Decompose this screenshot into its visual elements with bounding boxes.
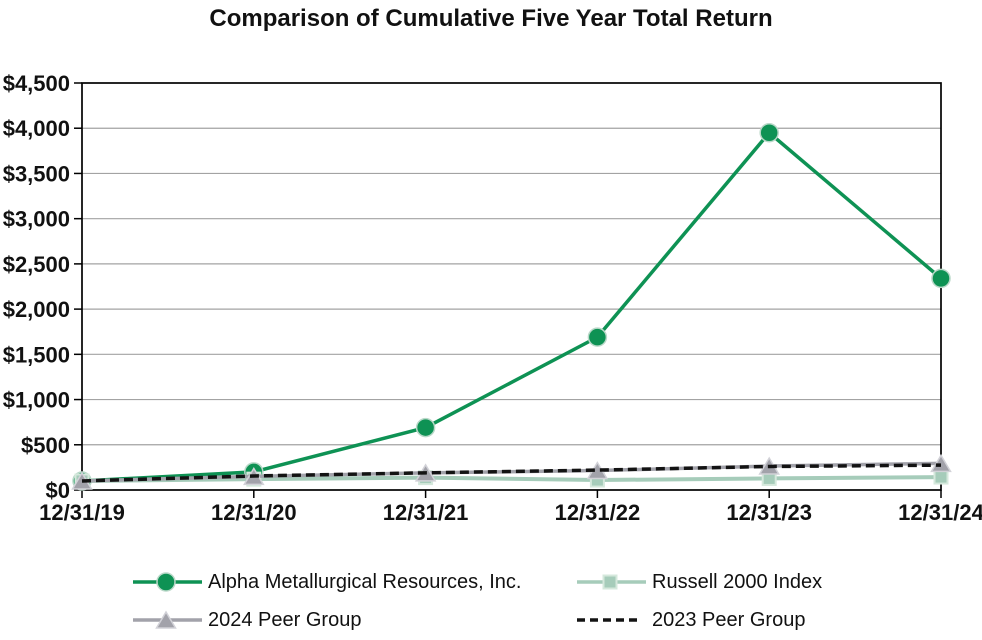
series-line-0 — [81, 130, 943, 483]
line-triangle-marker-icon — [133, 610, 202, 629]
chart-title: Comparison of Cumulative Five Year Total… — [209, 5, 773, 32]
marker-square — [602, 574, 618, 590]
marker-triangle — [930, 453, 952, 473]
x-tick-label: 12/31/19 — [39, 500, 125, 525]
x-tick-label: 12/31/23 — [726, 500, 812, 525]
legend-item-2024-peer: 2024 Peer Group — [133, 606, 361, 634]
plot-area: $0 $500 $1,000 $1,500 $2,000 $2,500 $3,000 $3,5… — [3, 71, 982, 525]
marker-triangle — [155, 610, 177, 629]
x-tick-label: 12/31/20 — [211, 500, 297, 525]
marker-circle — [931, 268, 951, 289]
y-tick-label: $2,000 — [3, 297, 70, 322]
legend-item-russell: Russell 2000 Index — [577, 568, 822, 596]
y-tick-label: $1,500 — [3, 342, 70, 367]
dashed-line-marker-icon — [577, 618, 640, 622]
legend-label: Alpha Metallurgical Resources, Inc. — [208, 571, 522, 593]
marker-circle — [759, 122, 779, 143]
y-tick-label: $500 — [21, 433, 70, 458]
x-tick-label: 12/31/21 — [383, 500, 469, 525]
y-tick-label: $2,500 — [3, 252, 70, 277]
legend-label: 2023 Peer Group — [652, 609, 806, 631]
x-tick-label: 12/31/22 — [555, 500, 641, 525]
x-tick-label: 12/31/24 — [898, 500, 982, 525]
series-line-1 — [81, 475, 942, 483]
series-line-3 — [81, 463, 942, 483]
line-square-marker-icon — [577, 574, 646, 590]
plot-border — [81, 82, 942, 491]
y-tick-label: $3,500 — [3, 161, 70, 186]
y-tick-label: $1,000 — [3, 388, 70, 413]
legend-label: Russell 2000 Index — [652, 571, 823, 593]
marker-circle — [587, 327, 608, 347]
y-tick-label: $4,500 — [3, 71, 70, 96]
legend-label: 2024 Peer Group — [208, 609, 362, 631]
marker-circle — [415, 417, 436, 438]
legend-item-2023-peer: 2023 Peer Group — [577, 606, 805, 634]
line-circle-marker-icon — [133, 572, 202, 592]
y-tick-label: $0 — [46, 478, 70, 503]
marker-circle — [156, 572, 176, 592]
y-tick-label: $3,000 — [3, 207, 70, 232]
marker-square — [933, 469, 949, 485]
legend-item-alpha: Alpha Metallurgical Resources, Inc. — [133, 568, 521, 596]
y-tick-label: $4,000 — [3, 116, 70, 141]
